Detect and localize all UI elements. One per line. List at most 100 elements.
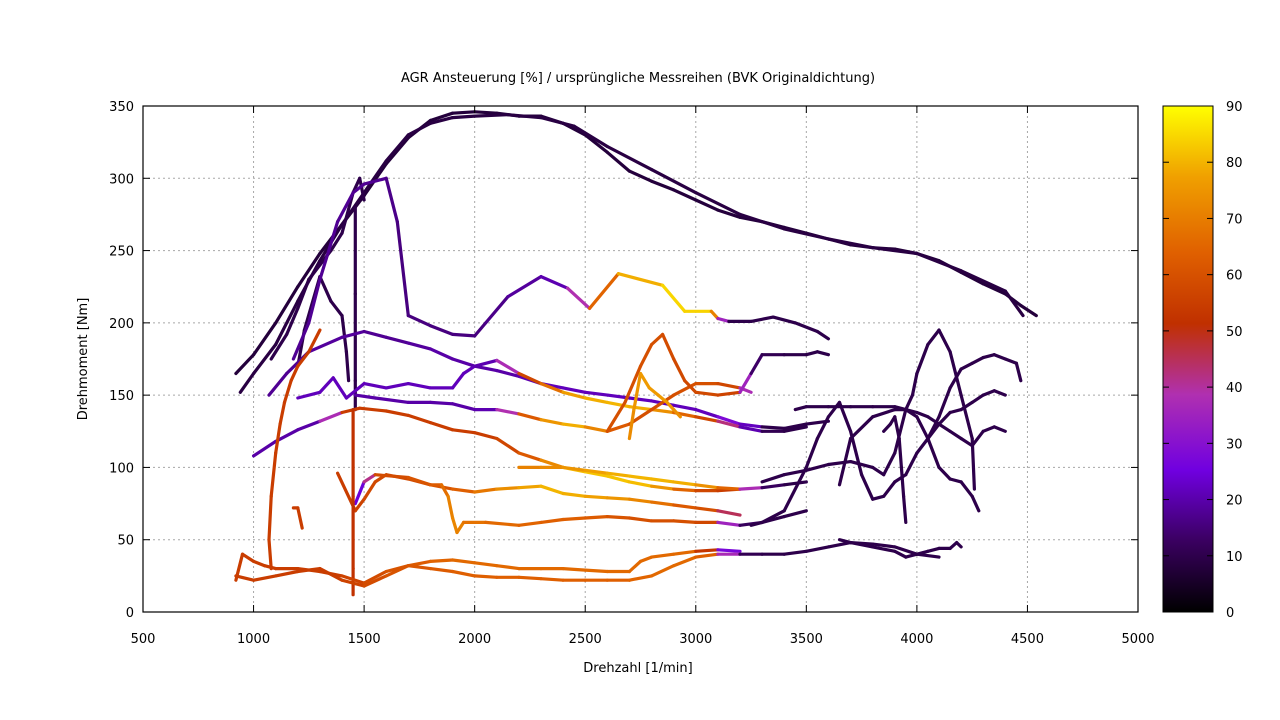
series-segment [627,497,654,504]
series-segment [539,517,565,525]
series-segment [782,549,808,556]
series-segment [473,358,499,368]
series-segment [882,422,893,433]
series-segment [981,425,996,433]
series-segment [815,329,831,341]
series-segment [915,549,930,556]
series-segment [738,486,764,491]
series-segment [716,415,742,426]
series-segment [804,350,820,357]
colorbar-tick-label: 50 [1226,325,1243,340]
series-segment [694,483,720,490]
series-segment [561,390,587,400]
y-tick-label: 350 [109,100,134,115]
series-segment [893,405,908,412]
series-segment [893,415,901,441]
series-segment [738,371,753,394]
series-segment [716,316,731,323]
series-segment [331,376,348,400]
series-segment [296,251,322,289]
series-segment [238,371,256,394]
series-segment [716,520,742,527]
series-segment [234,574,256,582]
series-segment [428,558,455,564]
series-segment [826,540,853,549]
series-segment [694,415,720,423]
series-segment [871,465,886,477]
series-segment [406,382,432,390]
series-line [252,406,742,493]
series-segment [826,400,842,419]
series-segment [296,277,311,310]
y-axis-label: Drehmoment [Nm] [76,298,91,421]
colorbar-tick-label: 80 [1226,156,1243,171]
series-segment [252,559,267,568]
y-axis-ticks: 0 50 100 150 200 250 300 350 [109,100,1138,621]
series-segment [362,159,388,195]
series-segment [473,574,499,579]
series-segment [632,371,643,412]
series-segment [517,520,543,527]
series-segment [484,520,521,527]
series-segment [904,552,919,559]
series-segment [278,400,287,426]
series-segment [344,350,351,383]
series-segment [446,494,455,520]
series-segment [406,341,432,351]
series-segment [871,408,897,419]
series-line [296,358,808,433]
series-segment [495,358,521,376]
series-segment [1014,361,1023,383]
series-segment [760,473,786,484]
series-segment [656,393,669,404]
colorbar [1162,105,1214,613]
x-axis-label: Drehzahl [1/min] [583,661,692,676]
series-segment [893,545,919,556]
series-segment [495,436,521,455]
series-segment [362,176,388,186]
series-segment [649,393,676,412]
series-segment [473,110,499,115]
series-segment [362,382,388,390]
series-segment [782,422,808,430]
series-segment [672,403,698,412]
series-segment [318,410,344,423]
series-segment [672,480,698,487]
series-segment [517,451,543,462]
series-segment [353,480,366,506]
series-segment [837,436,853,487]
series-segment [561,465,587,472]
series-segment [336,191,355,224]
series-segment [915,342,930,376]
series-segment [959,269,1007,293]
series-segment [583,470,609,478]
series-segment [826,460,853,467]
series-line [336,471,742,517]
series-segment [665,400,676,412]
series-segment [428,324,455,336]
series-segment [517,575,543,581]
series-segment [1003,289,1025,318]
series-segment [992,389,1007,397]
y-tick-label: 300 [109,172,134,187]
series-segment [439,483,450,498]
series-segment [451,371,466,390]
series-segment [694,191,742,216]
series-segment [981,282,1007,296]
series-segment [318,376,335,394]
x-tick-label: 1500 [348,632,381,647]
series-segment [583,568,609,574]
series-segment [638,371,651,390]
series-segment [716,390,742,397]
series-segment [782,425,808,433]
series-segment [428,115,455,125]
series-segment [672,357,687,383]
series-segment [627,396,654,403]
series-segment [484,295,510,325]
plot-frame [142,105,1139,613]
series-segment [340,314,348,354]
series-line [353,473,808,535]
series-line [760,328,977,491]
series-segment [647,386,660,397]
series-line [837,408,1007,487]
